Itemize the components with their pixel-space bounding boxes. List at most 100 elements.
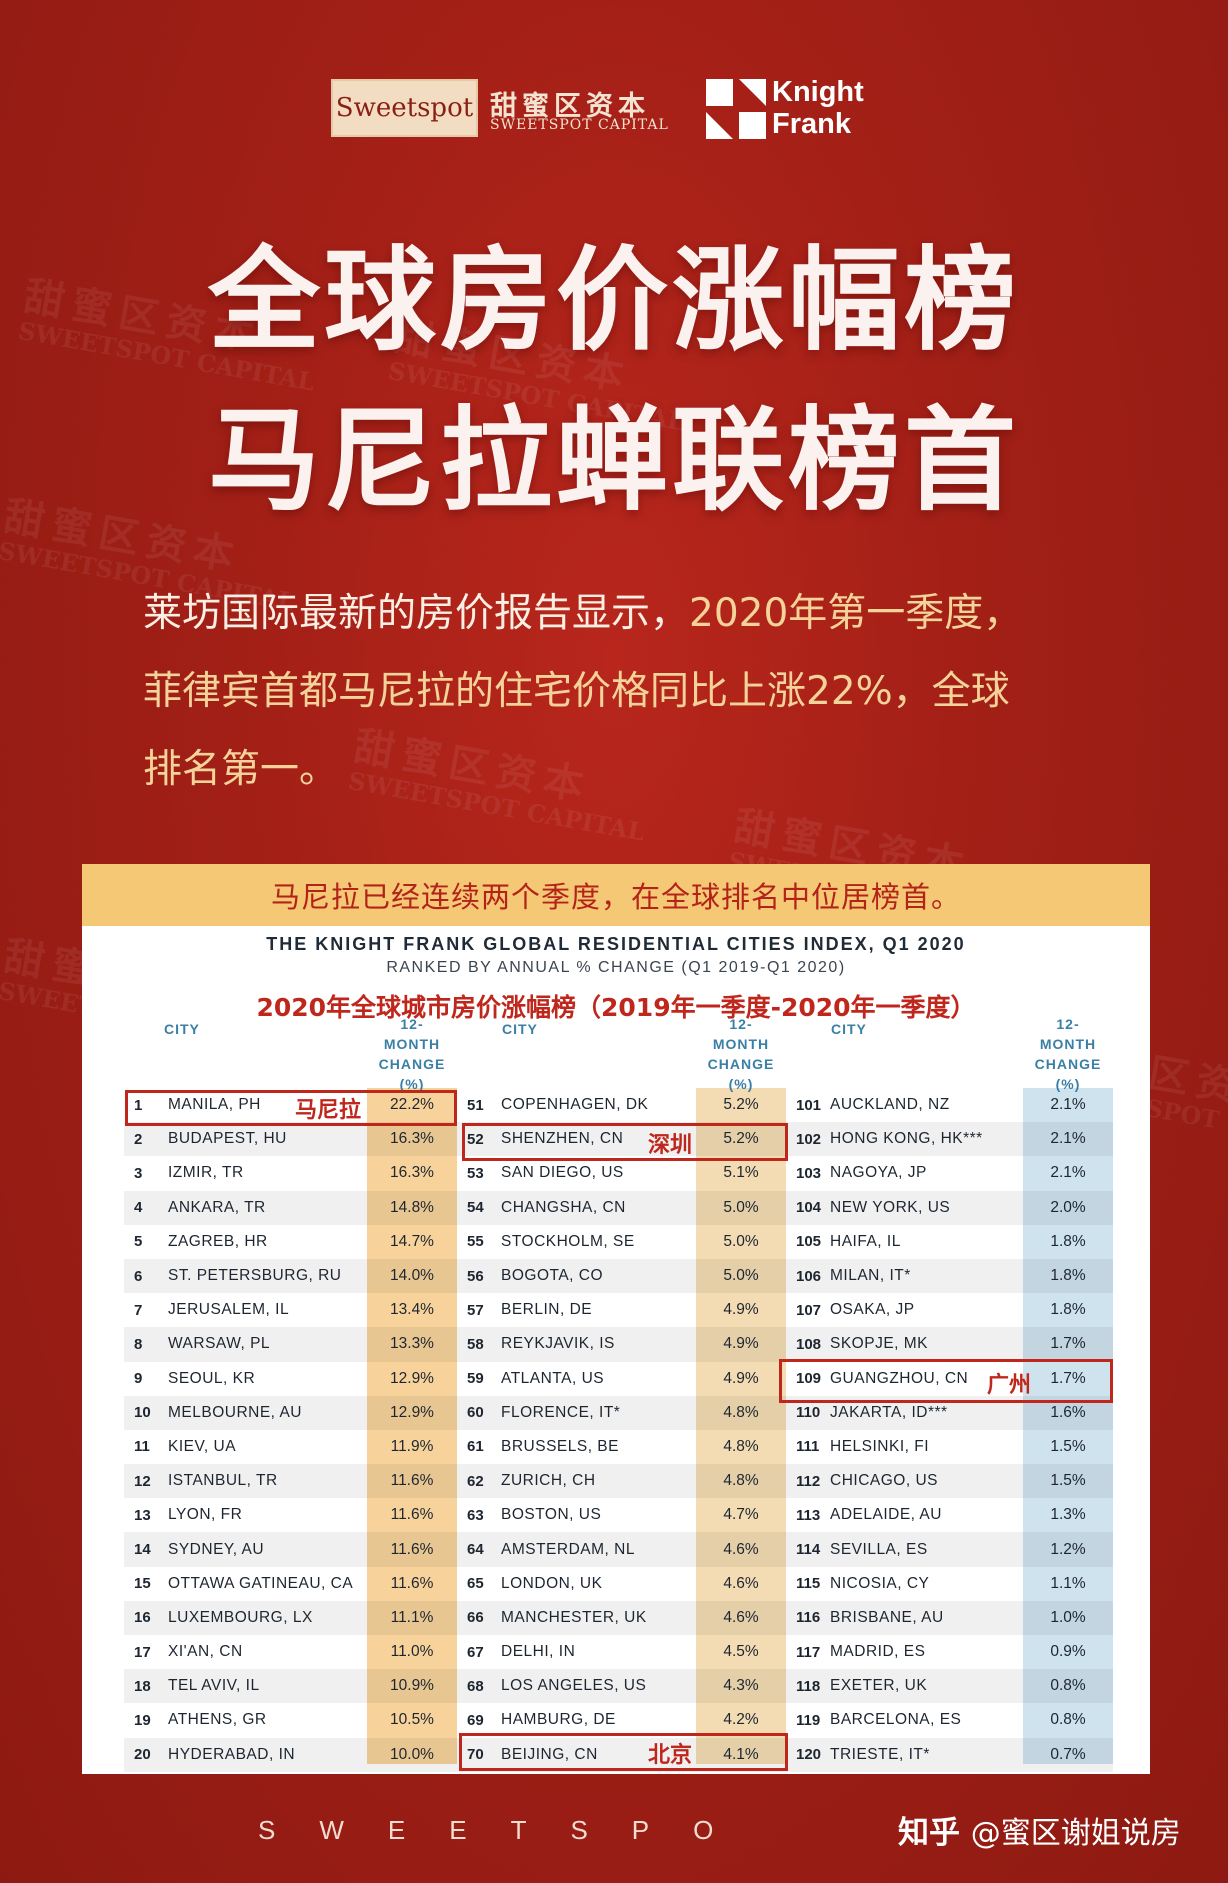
city-cell: HAIFA, IL bbox=[830, 1232, 901, 1250]
table-row: 65 LONDON, UK 4.6% bbox=[457, 1567, 786, 1601]
city-cell: STOCKHOLM, SE bbox=[501, 1232, 635, 1250]
rank-cell: 55 bbox=[467, 1233, 484, 1251]
change-cell: 11.6% bbox=[390, 1506, 434, 1524]
highlight-shenzhen bbox=[462, 1123, 788, 1161]
table-column-1: 1 MANILA, PH 22.2% 2 BUDAPEST, HU 16.3% 3 IZMIR… bbox=[124, 1088, 457, 1772]
rank-cell: 108 bbox=[796, 1335, 822, 1353]
table-row: 111 HELSINKI, FI 1.5% bbox=[786, 1430, 1113, 1464]
table-row: 1 MANILA, PH 22.2% bbox=[124, 1088, 457, 1122]
rank-cell: 6 bbox=[134, 1267, 143, 1285]
rank-cell: 56 bbox=[467, 1267, 484, 1285]
city-cell: LONDON, UK bbox=[501, 1574, 603, 1592]
intro-paragraph: 莱坊国际最新的房价报告显示，2020年第一季度， 菲律宾首都马尼拉的住宅价格同比… bbox=[143, 591, 1023, 792]
table-row: 10 MELBOURNE, AU 12.9% bbox=[124, 1395, 457, 1430]
change-cell: 4.3% bbox=[723, 1677, 759, 1695]
city-cell: MANCHESTER, UK bbox=[501, 1608, 647, 1626]
rank-cell: 53 bbox=[467, 1164, 484, 1182]
change-cell: 2.1% bbox=[1050, 1130, 1086, 1148]
change-cell: 0.7% bbox=[1050, 1745, 1086, 1763]
rank-cell: 64 bbox=[467, 1541, 484, 1559]
rank-cell: 5 bbox=[134, 1233, 143, 1251]
city-cell: ATLANTA, US bbox=[501, 1369, 605, 1387]
footer-letters: SWEETSPO bbox=[258, 1815, 758, 1845]
table-row: 57 BERLIN, DE 4.9% bbox=[457, 1293, 786, 1327]
table-row: 6 ST. PETERSBURG, RU 14.0% bbox=[124, 1258, 457, 1294]
change-cell: 14.8% bbox=[390, 1198, 434, 1216]
change-column-bg-2 bbox=[696, 1088, 786, 1764]
rank-cell: 62 bbox=[467, 1472, 484, 1490]
table-row: 13 LYON, FR 11.6% bbox=[124, 1498, 457, 1532]
highlight-guangzhou bbox=[779, 1359, 1113, 1403]
city-cell: MADRID, ES bbox=[830, 1643, 926, 1661]
city-cell: SEVILLA, ES bbox=[830, 1540, 928, 1558]
rank-cell: 18 bbox=[134, 1677, 151, 1695]
rank-cell: 113 bbox=[796, 1506, 821, 1524]
city-cell: HAMBURG, DE bbox=[501, 1711, 616, 1729]
rank-cell: 119 bbox=[796, 1711, 821, 1729]
city-cell: COPENHAGEN, DK bbox=[501, 1096, 649, 1114]
rank-cell: 52 bbox=[467, 1130, 484, 1148]
table-row: 70 BEIJING, CN 4.1% bbox=[457, 1737, 786, 1772]
city-cell: NEW YORK, US bbox=[830, 1198, 951, 1216]
rank-cell: 16 bbox=[134, 1609, 151, 1627]
table-row: 14 SYDNEY, AU 11.6% bbox=[124, 1532, 457, 1567]
city-cell: WARSAW, PL bbox=[168, 1335, 271, 1353]
city-cell: ISTANBUL, TR bbox=[168, 1472, 278, 1490]
change-cell: 1.7% bbox=[1050, 1369, 1086, 1387]
table-row: 66 MANCHESTER, UK 4.6% bbox=[457, 1600, 786, 1635]
highlight-beijing bbox=[459, 1733, 788, 1771]
table-column-3: 101 AUCKLAND, NZ 2.1% 102 HONG KONG, HK*** 2.… bbox=[786, 1088, 1113, 1772]
rank-cell: 107 bbox=[796, 1301, 822, 1319]
city-cell: SKOPJE, MK bbox=[830, 1335, 929, 1353]
headline-line1: 全球房价涨幅榜 bbox=[208, 236, 1020, 366]
city-cell: TEL AVIV, IL bbox=[168, 1677, 260, 1695]
city-cell: ZURICH, CH bbox=[501, 1472, 596, 1490]
change-cell: 5.0% bbox=[723, 1232, 759, 1250]
rank-cell: 13 bbox=[134, 1506, 151, 1524]
change-cell: 5.2% bbox=[723, 1130, 759, 1148]
city-cell: NICOSIA, CY bbox=[830, 1574, 930, 1592]
change-cell: 1.1% bbox=[1050, 1574, 1086, 1592]
table-row: 101 AUCKLAND, NZ 2.1% bbox=[786, 1088, 1113, 1122]
rank-cell: 19 bbox=[134, 1711, 151, 1729]
change-cell: 4.2% bbox=[723, 1711, 759, 1729]
change-cell: 1.5% bbox=[1050, 1437, 1086, 1455]
knight-frank-logo-icon bbox=[706, 79, 766, 139]
change-cell: 1.3% bbox=[1050, 1506, 1086, 1524]
city-cell: CHANGSHA, CN bbox=[501, 1198, 626, 1216]
table-row: 102 HONG KONG, HK*** 2.1% bbox=[786, 1122, 1113, 1157]
change-cell: 11.6% bbox=[390, 1540, 434, 1558]
change-column-bg-3 bbox=[1023, 1088, 1113, 1764]
table-row: 64 AMSTERDAM, NL 4.6% bbox=[457, 1532, 786, 1567]
change-cell: 0.9% bbox=[1050, 1643, 1086, 1661]
change-cell: 14.0% bbox=[390, 1267, 434, 1285]
table-row: 68 LOS ANGELES, US 4.3% bbox=[457, 1669, 786, 1704]
city-cell: BOGOTA, CO bbox=[501, 1267, 604, 1285]
change-cell: 2.1% bbox=[1050, 1096, 1086, 1114]
table-row: 16 LUXEMBOURG, LX 11.1% bbox=[124, 1600, 457, 1635]
city-cell: OTTAWA GATINEAU, CA bbox=[168, 1574, 354, 1592]
col-header-change-2: 12- MONTH CHANGE (%) bbox=[707, 1016, 775, 1092]
change-cell: 22.2% bbox=[390, 1096, 434, 1114]
headline-line2: 马尼拉蝉联榜首 bbox=[208, 396, 1020, 526]
table-row: 116 BRISBANE, AU 1.0% bbox=[786, 1600, 1113, 1635]
change-cell: 10.5% bbox=[390, 1711, 434, 1729]
table-row: 112 CHICAGO, US 1.5% bbox=[786, 1464, 1113, 1499]
city-cell: SYDNEY, AU bbox=[168, 1540, 265, 1558]
change-cell: 16.3% bbox=[390, 1164, 434, 1182]
table-row: 61 BRUSSELS, BE 4.8% bbox=[457, 1430, 786, 1464]
table-row: 52 SHENZHEN, CN 5.2% bbox=[457, 1122, 786, 1157]
city-cell: KIEV, UA bbox=[168, 1437, 237, 1455]
change-cell: 10.9% bbox=[390, 1677, 434, 1695]
col-header-city-1: CITY bbox=[164, 1021, 200, 1037]
table-row: 106 MILAN, IT* 1.8% bbox=[786, 1258, 1113, 1294]
change-cell: 11.6% bbox=[390, 1574, 434, 1592]
change-cell: 4.7% bbox=[723, 1506, 759, 1524]
rank-cell: 59 bbox=[467, 1370, 484, 1388]
city-cell: LUXEMBOURG, LX bbox=[168, 1608, 313, 1626]
city-cell: MANILA, PH bbox=[168, 1096, 261, 1114]
table-row: 18 TEL AVIV, IL 10.9% bbox=[124, 1669, 457, 1704]
table-row: 118 EXETER, UK 0.8% bbox=[786, 1669, 1113, 1704]
rank-cell: 4 bbox=[134, 1199, 143, 1217]
change-cell: 4.6% bbox=[723, 1608, 759, 1626]
